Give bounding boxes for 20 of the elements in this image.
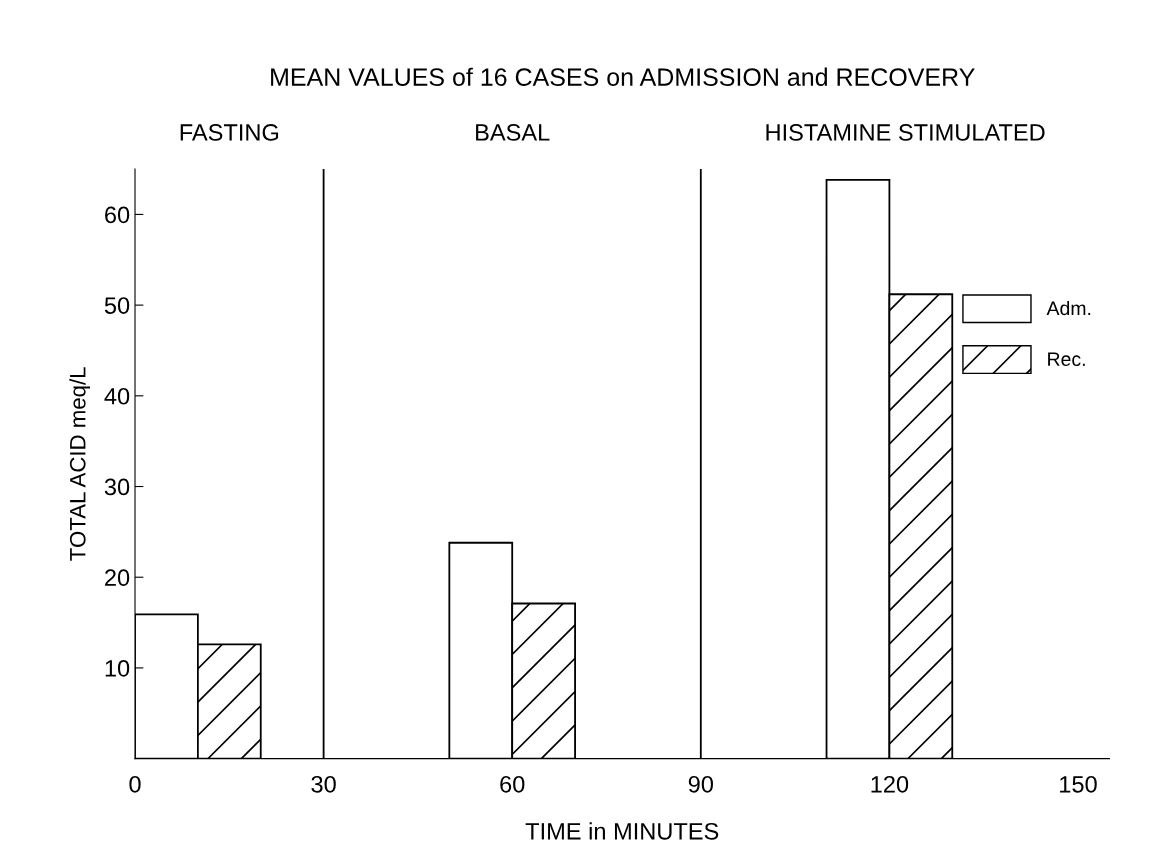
legend-label: Rec. — [1048, 352, 1085, 367]
x-tick-label: 90 — [688, 775, 714, 793]
y-tick-label: 50 — [104, 297, 130, 314]
y-tick-label: 20 — [105, 569, 130, 587]
text: FASTING — [180, 124, 279, 141]
x-tick-label: 30 — [311, 775, 336, 793]
x-tick-label: 0 — [129, 775, 141, 793]
text: BASAL — [476, 124, 550, 141]
x-tick-label: 120 — [871, 775, 909, 793]
legend-label: Adm. — [1046, 300, 1091, 316]
y-axis-title: TOTAL ACID meq/L — [69, 367, 90, 561]
text: HISTAMINE STIMULATED — [766, 124, 1045, 141]
chart-title: MEAN VALUES of 16 CASES on ADMISSION and RECOVERY — [271, 67, 975, 86]
x-tick-label: 60 — [500, 775, 525, 793]
y-tick-label: 30 — [104, 478, 130, 496]
y-tick-label: 60 — [105, 206, 130, 224]
x-axis-title: TIME in MINUTES — [525, 822, 719, 840]
x-tick-label: 150 — [1060, 775, 1097, 793]
y-tick-label: 40 — [104, 387, 130, 405]
y-tick-label: 10 — [105, 659, 130, 677]
